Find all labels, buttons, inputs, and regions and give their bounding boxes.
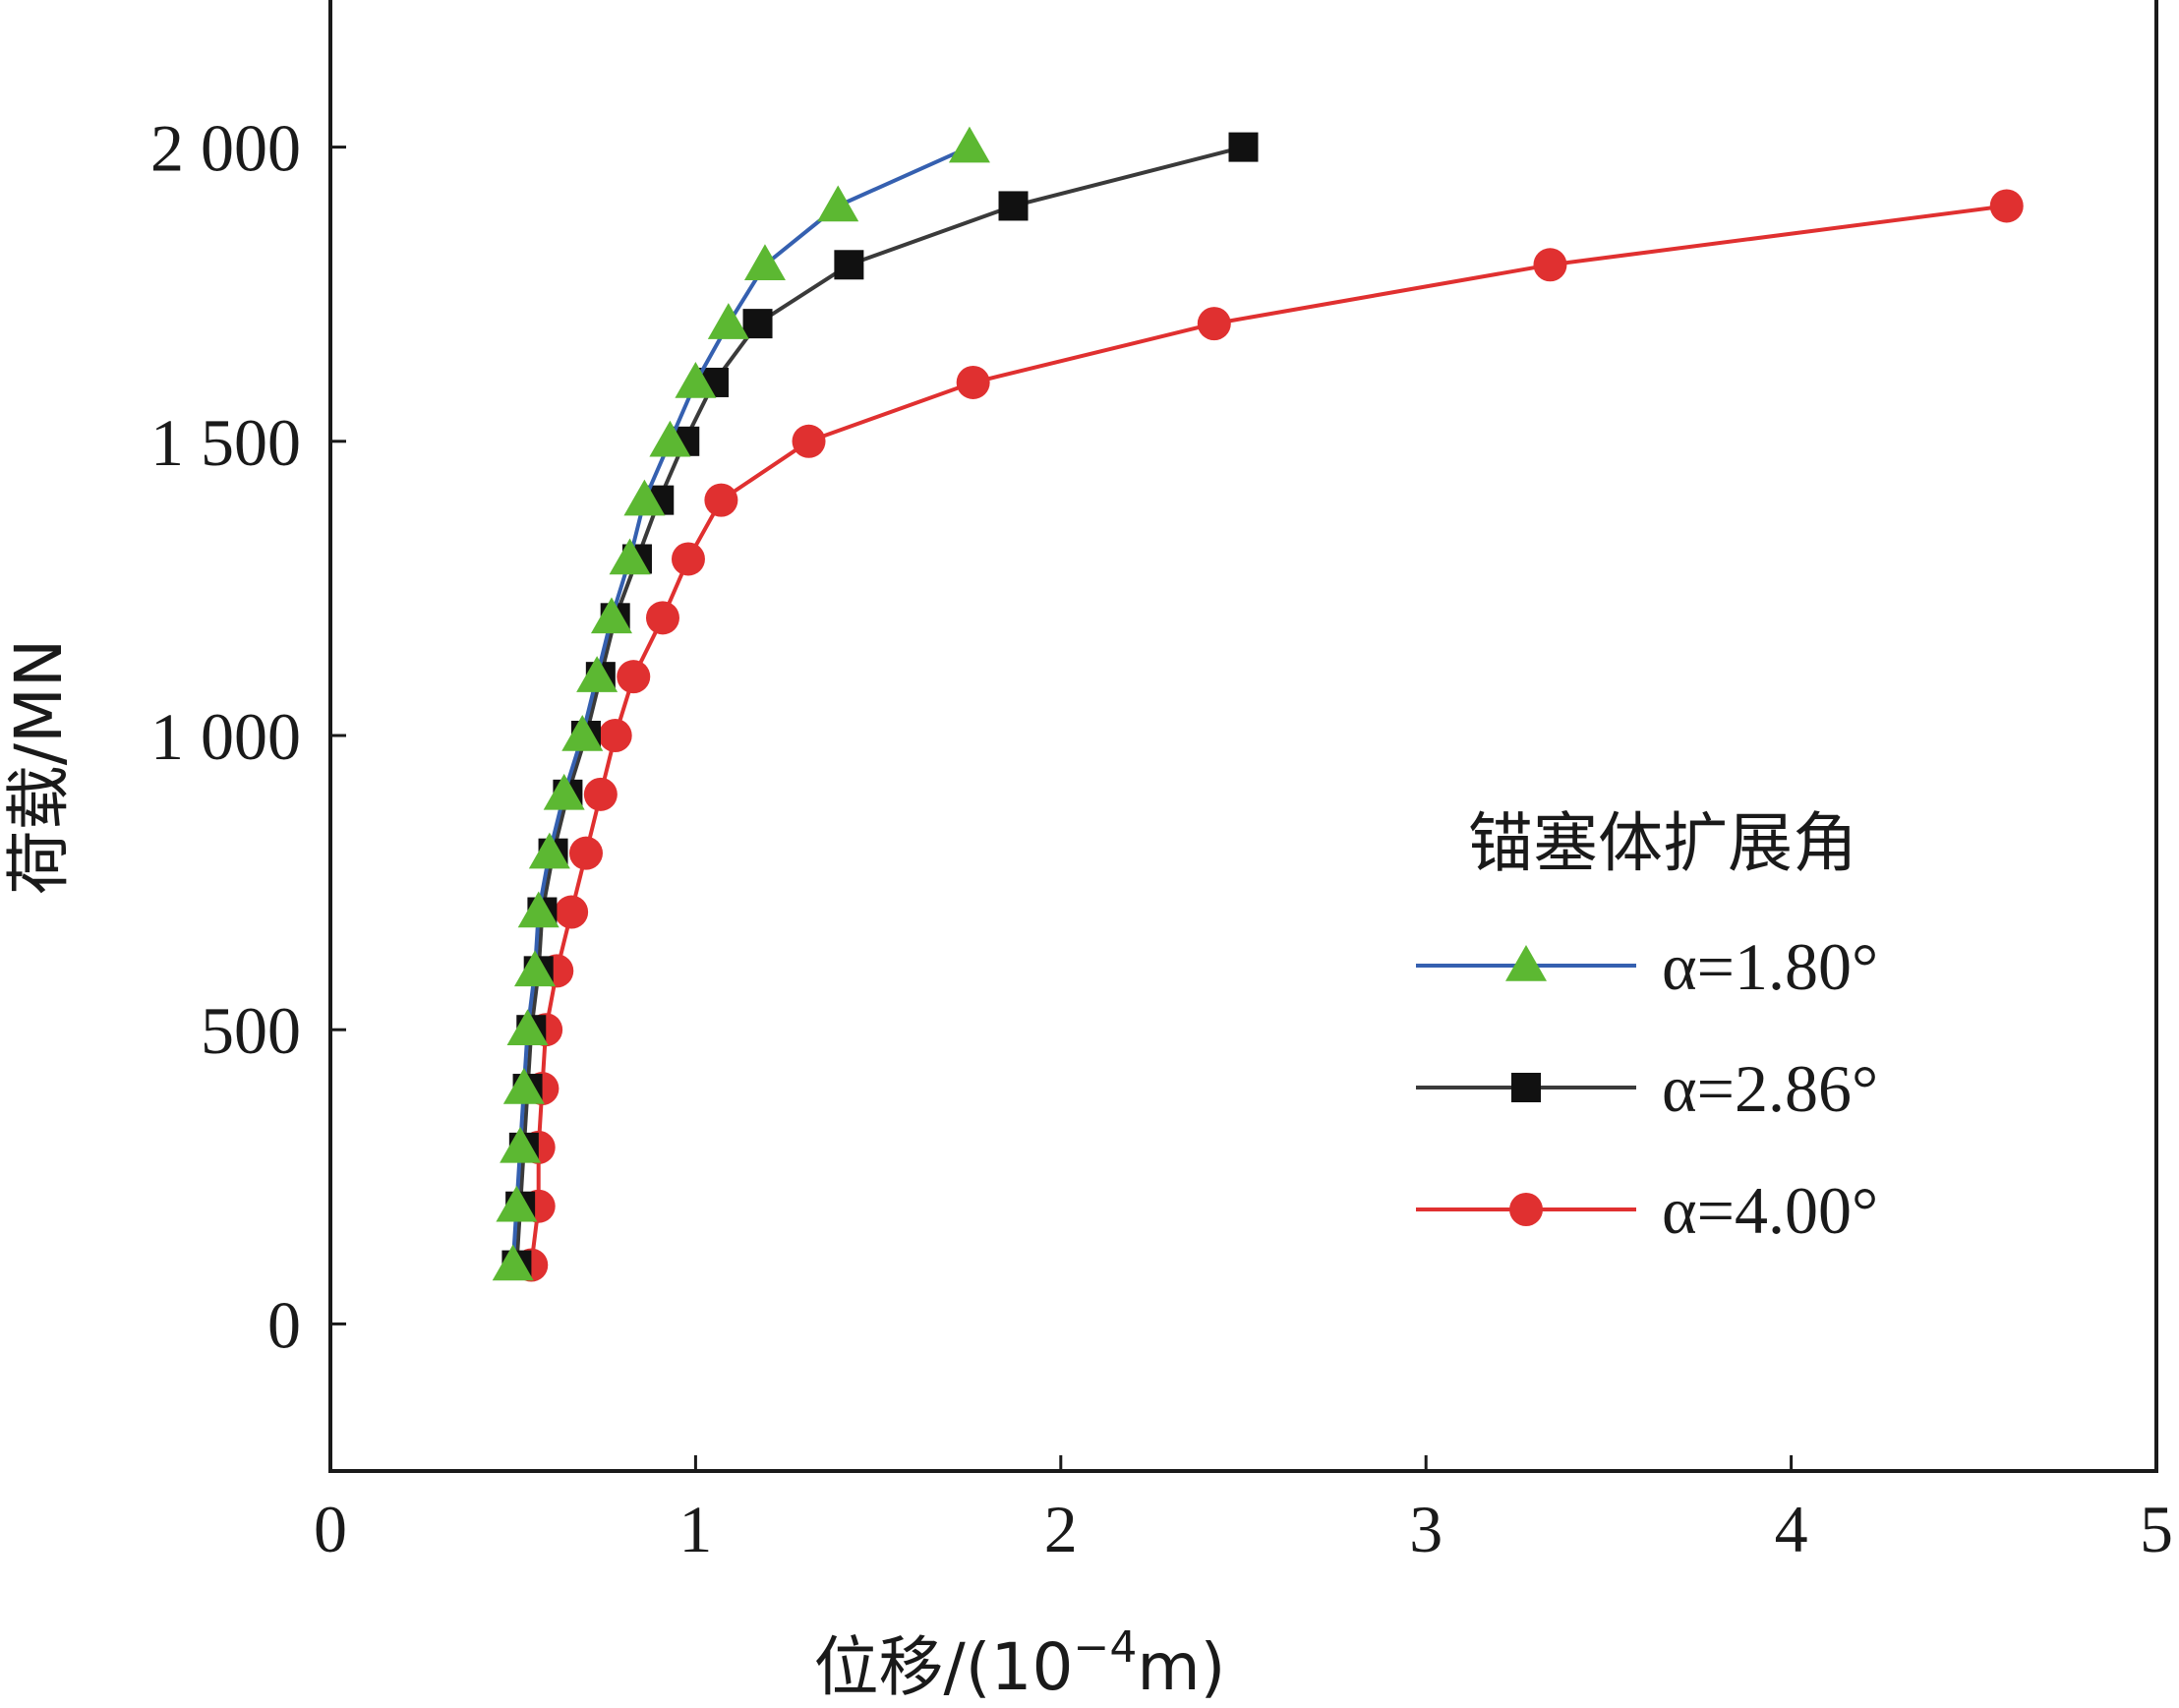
x-axis-title-main: 位移/(10 xyxy=(814,1629,1074,1705)
y-tick-label: 1 500 xyxy=(150,405,301,480)
data-point xyxy=(948,126,990,163)
data-point xyxy=(609,538,651,575)
data-point xyxy=(543,773,585,810)
legend-label: α=2.86° xyxy=(1662,1051,1878,1126)
legend-title: 锚塞体扩展角 xyxy=(1468,805,1857,881)
data-point xyxy=(792,424,826,458)
y-tick-label: 2 000 xyxy=(150,111,301,186)
x-tick-label: 1 xyxy=(678,1492,712,1566)
data-point xyxy=(707,303,749,339)
data-point xyxy=(502,1068,545,1104)
series-group xyxy=(492,126,990,1281)
data-point xyxy=(649,420,691,457)
legend: 锚塞体扩展角 α=1.80° α=2.86° α=4.00° xyxy=(1416,805,1878,1248)
x-axis-title-tail: m) xyxy=(1137,1629,1225,1705)
data-point xyxy=(576,656,618,692)
data-point xyxy=(671,542,705,576)
x-tick-label: 2 xyxy=(1044,1492,1078,1566)
tick-layer: 0 1 2 3 4 5 0 500 1 000 1 500 2 000 xyxy=(150,111,2173,1566)
data-point xyxy=(645,601,679,635)
legend-marker xyxy=(1505,945,1547,981)
y-axis-title: 荷载/MN xyxy=(1,639,77,896)
data-point xyxy=(500,1126,542,1163)
series-group xyxy=(514,189,2024,1282)
data-point xyxy=(704,483,738,517)
plot-frame xyxy=(328,0,2158,1473)
data-point xyxy=(506,1009,549,1045)
legend-marker xyxy=(1509,1193,1543,1226)
legend-marker xyxy=(1511,1073,1541,1102)
data-point xyxy=(496,1185,538,1222)
data-point xyxy=(742,309,773,339)
data-point xyxy=(513,950,556,987)
x-tick-label: 4 xyxy=(1775,1492,1808,1566)
y-tick-label: 1 000 xyxy=(150,699,301,774)
series-layer xyxy=(492,126,2024,1282)
data-point xyxy=(1197,307,1231,341)
legend-label: α=1.80° xyxy=(1662,929,1878,1004)
y-tick-label: 500 xyxy=(201,993,301,1068)
series-group xyxy=(501,132,1259,1280)
data-point xyxy=(598,719,632,752)
data-point xyxy=(583,777,618,811)
data-point xyxy=(956,365,990,399)
y-tick-label: 0 xyxy=(267,1287,301,1362)
data-point xyxy=(743,244,786,281)
data-point xyxy=(817,185,859,222)
x-tick-label: 0 xyxy=(314,1492,347,1566)
data-point xyxy=(555,895,589,929)
data-point xyxy=(834,250,864,280)
series-line xyxy=(510,145,971,1266)
data-point xyxy=(617,660,651,694)
x-tick-label: 3 xyxy=(1409,1492,1443,1566)
data-point xyxy=(1228,132,1259,162)
legend-label: α=4.00° xyxy=(1662,1173,1878,1248)
data-point xyxy=(998,191,1029,221)
x-tick-label: 5 xyxy=(2140,1492,2173,1566)
legend-items: α=1.80° α=2.86° α=4.00° xyxy=(1416,929,1878,1248)
data-point xyxy=(590,597,632,634)
data-point xyxy=(568,836,603,870)
data-point xyxy=(1989,189,2024,223)
x-axis-title: 位移/(10−4m) xyxy=(814,1622,1226,1705)
data-point xyxy=(675,361,717,398)
x-axis-title-exponent: −4 xyxy=(1074,1622,1138,1673)
data-point xyxy=(528,832,570,869)
data-point xyxy=(492,1244,534,1281)
data-point xyxy=(623,479,666,516)
data-point xyxy=(561,715,604,751)
data-point xyxy=(517,891,559,928)
data-point xyxy=(1533,248,1567,282)
